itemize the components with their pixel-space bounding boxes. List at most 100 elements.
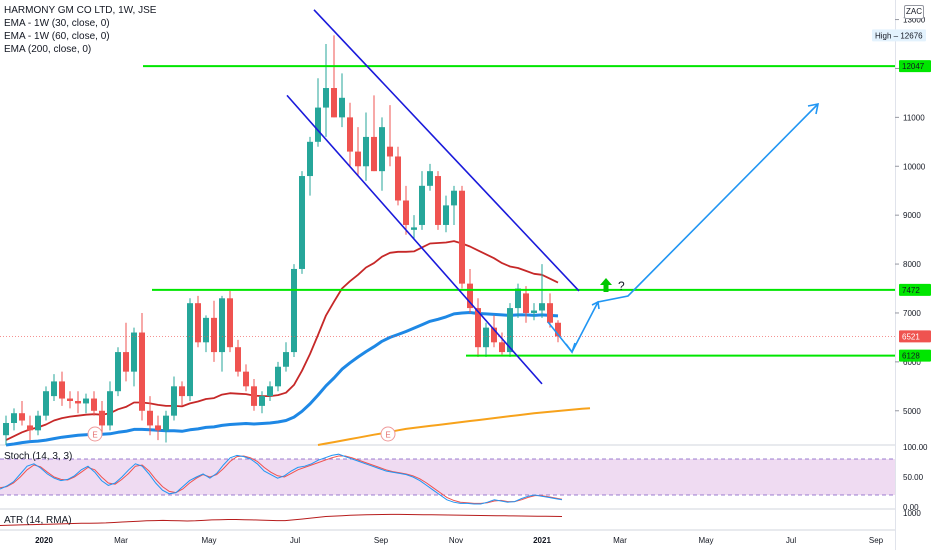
up-arrow-icon: [600, 278, 612, 292]
candle-body: [355, 151, 361, 167]
projection-path: [547, 103, 819, 354]
candle: [251, 378, 257, 411]
y-tick-label: 9000: [903, 211, 921, 220]
candle: [75, 391, 81, 414]
candle-series: [3, 35, 561, 445]
candle: [387, 105, 393, 167]
candle-body: [555, 322, 561, 337]
stoch-pane: [0, 453, 895, 505]
candle: [211, 300, 217, 362]
candle-body: [483, 327, 489, 348]
candle-body: [411, 227, 417, 230]
candle: [323, 44, 329, 137]
y-tick-label: 10000: [903, 162, 926, 171]
candle: [515, 283, 521, 318]
candle-body: [371, 136, 377, 172]
price-grid: [0, 0, 896, 550]
candle: [35, 410, 41, 436]
candle: [131, 327, 137, 387]
candle: [307, 136, 313, 196]
atr-tick-label: 1000: [903, 509, 921, 518]
candle-body: [427, 171, 433, 186]
candle: [179, 381, 185, 406]
candle-body: [179, 386, 185, 397]
y-tick-label: 6000: [903, 358, 921, 367]
candle: [283, 342, 289, 372]
candle-body: [259, 396, 265, 406]
time-axis[interactable]: 2020 Mar May Jul Sep Nov 2021 Mar May Jul Sep: [35, 536, 884, 545]
candle-body: [75, 400, 81, 404]
channel-lower-line: [286, 94, 543, 385]
candle: [331, 35, 337, 118]
candle-body: [491, 327, 497, 343]
price-label-text: 7472: [902, 286, 920, 295]
candle-body: [267, 386, 273, 397]
ema60-legend: EMA - 1W (60, close, 0): [4, 31, 110, 42]
candle-body: [187, 303, 193, 397]
currency-badge[interactable]: ZAC: [904, 5, 924, 19]
x-tick-label: 2020: [35, 536, 53, 545]
candle-body: [331, 88, 337, 118]
candle-body: [211, 317, 217, 353]
candle: [315, 78, 321, 147]
candle: [539, 264, 545, 318]
atr-pane: [0, 513, 563, 526]
ema200-line: [317, 407, 591, 446]
candle: [91, 391, 97, 416]
candle: [139, 312, 145, 421]
price-label-bg: [899, 349, 931, 362]
candle: [67, 391, 73, 409]
candle: [275, 361, 281, 392]
earnings-marker-text: E: [385, 431, 390, 440]
candle-body: [443, 205, 449, 225]
candle-body: [83, 398, 89, 404]
ema30-line: [5, 240, 559, 441]
candle: [467, 268, 473, 313]
y-tick-label: 5000: [903, 407, 921, 416]
candle: [531, 303, 537, 321]
candle-body: [475, 308, 481, 348]
candle-body: [283, 352, 289, 367]
candle: [11, 408, 17, 431]
candle-body: [235, 347, 241, 372]
candle-body: [99, 410, 105, 426]
candle: [395, 146, 401, 206]
ema200-legend: EMA (200, close, 0): [4, 44, 92, 55]
candle-body: [163, 415, 169, 431]
candle-body: [507, 308, 513, 353]
projection-arrowhead: [591, 300, 600, 310]
candle: [107, 381, 113, 431]
candle: [291, 264, 297, 357]
candle-body: [339, 97, 345, 118]
candle: [363, 112, 369, 181]
price-label-bg: [899, 330, 931, 343]
candle: [163, 410, 169, 443]
x-tick-label: Sep: [374, 536, 389, 545]
price-axis[interactable]: 5000600070008000900010000110001200013000…: [872, 16, 931, 519]
candle: [555, 320, 561, 343]
candle: [19, 400, 25, 426]
candle-body: [315, 107, 321, 142]
candle: [259, 391, 265, 414]
channel-upper-line: [313, 9, 580, 292]
price-label-text: High – 12676: [875, 31, 923, 40]
stoch-k-line: [0, 453, 563, 505]
candle: [155, 415, 161, 441]
stoch-band: [0, 459, 895, 495]
price-label: 7472: [899, 283, 931, 296]
candle: [475, 298, 481, 357]
atr-line: [0, 513, 563, 526]
candle: [195, 295, 201, 348]
x-tick-label: 2021: [533, 536, 551, 545]
candle: [203, 315, 209, 353]
candle-body: [243, 371, 249, 387]
candle-body: [307, 141, 313, 177]
chart-legend: HARMONY GM CO LTD, 1W, JSE EMA - 1W (30,…: [4, 4, 156, 56]
candle-body: [35, 415, 41, 431]
candle: [99, 400, 105, 436]
price-label-text: 6128: [902, 352, 920, 361]
candle-body: [195, 303, 201, 343]
candle: [171, 376, 177, 421]
candle-body: [395, 156, 401, 201]
